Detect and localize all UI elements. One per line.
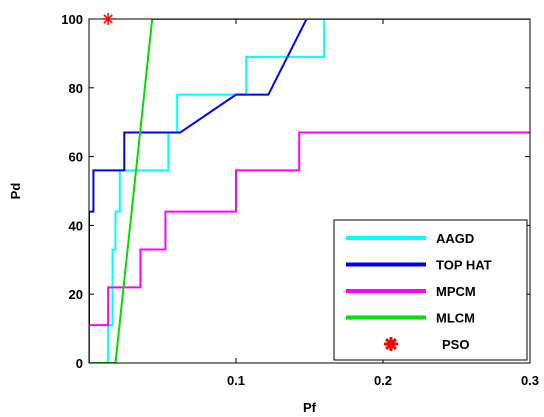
legend-label-mpcm: MPCM: [436, 284, 476, 299]
y-tick-label: 20: [69, 287, 83, 302]
series-pso-marker: [102, 13, 115, 25]
legend: AAGD TOP HAT MPCM MLCM PSO: [333, 219, 528, 361]
y-tick-label: 0: [76, 356, 83, 371]
y-tick-label: 100: [61, 12, 83, 27]
x-axis-label: Pf: [303, 400, 317, 415]
legend-item-aagd: AAGD: [346, 231, 474, 246]
series-pso-point: [102, 13, 115, 25]
legend-item-mlcm: MLCM: [346, 311, 475, 326]
series-top-hat-line: [89, 19, 530, 363]
x-tick-label: 0.3: [521, 373, 539, 388]
legend-label-aagd: AAGD: [436, 231, 474, 246]
legend-label-mlcm: MLCM: [436, 311, 475, 326]
y-axis-label: Pd: [8, 183, 23, 200]
x-tick-label: 0.2: [374, 373, 392, 388]
series-mpcm-line: [89, 131, 530, 363]
legend-label-top-hat: TOP HAT: [436, 258, 492, 273]
y-tick-label: 80: [69, 81, 83, 96]
legend-item-mpcm: MPCM: [346, 284, 476, 299]
series-layer: [89, 19, 530, 363]
legend-item-top-hat: TOP HAT: [346, 258, 492, 273]
legend-label-pso: PSO: [442, 337, 469, 352]
y-tick-label: 60: [69, 150, 83, 165]
series-aagd-line: [89, 19, 530, 363]
plot-frame: [88, 18, 531, 364]
legend-marker-pso: [385, 338, 397, 350]
x-tick-label: 0.1: [227, 373, 245, 388]
legend-item-pso: PSO: [384, 337, 469, 352]
series-mlcm-line: [89, 19, 530, 363]
y-tick-label: 40: [69, 218, 83, 233]
